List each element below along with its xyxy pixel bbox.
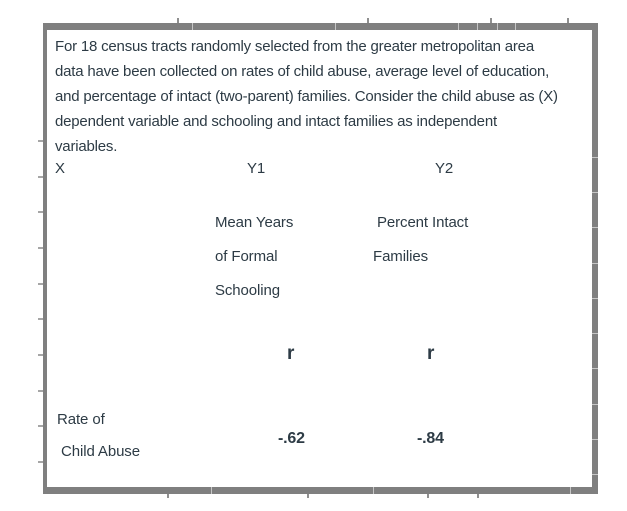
y1-description-line: Schooling	[215, 282, 280, 299]
correlation-value-y2: -.84	[417, 430, 444, 447]
grid-tick	[458, 23, 459, 30]
grid-tick	[592, 157, 598, 158]
grid-tick	[567, 18, 569, 23]
grid-tick	[592, 263, 598, 264]
grid-tick	[592, 439, 598, 440]
grid-tick	[38, 318, 43, 320]
grid-tick	[177, 18, 179, 23]
col-header-x: X	[55, 160, 65, 177]
intro-line: dependent variable and schooling and int…	[55, 113, 497, 130]
intro-line: For 18 census tracts randomly selected f…	[55, 38, 534, 55]
grid-tick	[38, 283, 43, 285]
row-label-rate-of: Rate of	[57, 411, 105, 428]
y1-description-line: Mean Years	[215, 214, 294, 231]
grid-tick	[592, 404, 598, 405]
grid-tick	[38, 390, 43, 392]
grid-tick	[367, 18, 369, 23]
grid-tick	[211, 487, 212, 494]
y2-description-line: Families	[373, 248, 429, 265]
question-text-box: For 18 census tracts randomly selected f…	[43, 23, 598, 494]
grid-tick	[592, 298, 598, 299]
grid-tick	[38, 247, 43, 249]
r-header-y1: r	[287, 343, 295, 364]
grid-tick	[38, 461, 43, 463]
grid-tick	[38, 140, 43, 142]
grid-tick	[570, 487, 571, 494]
question-intro-paragraph: For 18 census tracts randomly selected f…	[55, 34, 590, 159]
intro-line: and percentage of intact (two-parent) fa…	[55, 88, 558, 105]
y1-description-line: of Formal	[215, 248, 278, 265]
grid-tick	[373, 487, 374, 494]
grid-tick	[592, 227, 598, 228]
row-label-child-abuse: Child Abuse	[61, 443, 140, 460]
grid-tick	[38, 211, 43, 213]
r-header-y2: r	[427, 343, 435, 364]
correlation-value-y1: -.62	[278, 430, 305, 447]
grid-tick	[335, 23, 336, 30]
grid-tick	[477, 23, 478, 30]
grid-tick	[515, 23, 516, 30]
grid-tick	[477, 494, 479, 498]
grid-tick	[38, 425, 43, 427]
intro-line: data have been collected on rates of chi…	[55, 63, 550, 80]
grid-tick	[592, 192, 598, 193]
grid-tick	[497, 23, 498, 30]
grid-tick	[592, 474, 598, 475]
grid-tick	[490, 18, 492, 23]
grid-tick	[38, 354, 43, 356]
grid-tick	[192, 23, 193, 30]
col-header-y1: Y1	[247, 160, 266, 177]
y2-description-line: Percent Intact	[377, 214, 469, 231]
intro-line: variables.	[55, 138, 118, 155]
grid-tick	[427, 494, 429, 498]
grid-tick	[592, 368, 598, 369]
grid-tick	[167, 494, 169, 498]
grid-tick	[307, 494, 309, 498]
col-header-y2: Y2	[435, 160, 454, 177]
grid-tick	[592, 333, 598, 334]
grid-tick	[38, 176, 43, 178]
